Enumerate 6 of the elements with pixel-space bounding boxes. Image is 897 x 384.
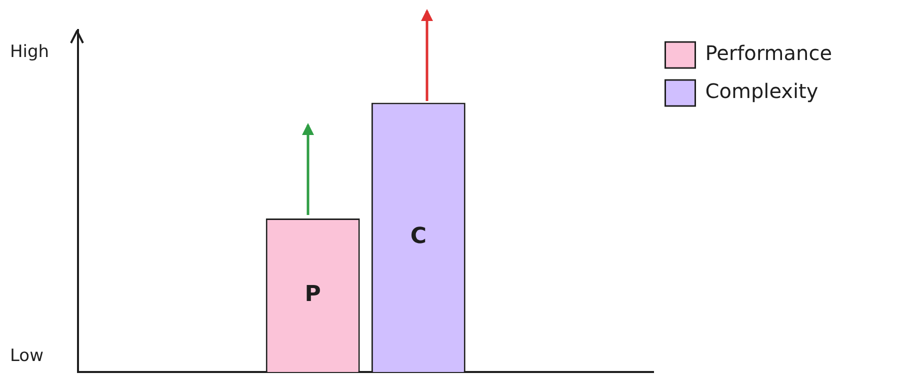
text: Low bbox=[10, 346, 44, 366]
text: High bbox=[10, 42, 50, 62]
legend-label: Performance bbox=[705, 41, 832, 66]
annotation: P bbox=[304, 282, 321, 307]
annotation: C bbox=[410, 224, 426, 250]
legend-label: Complexity bbox=[705, 79, 818, 104]
